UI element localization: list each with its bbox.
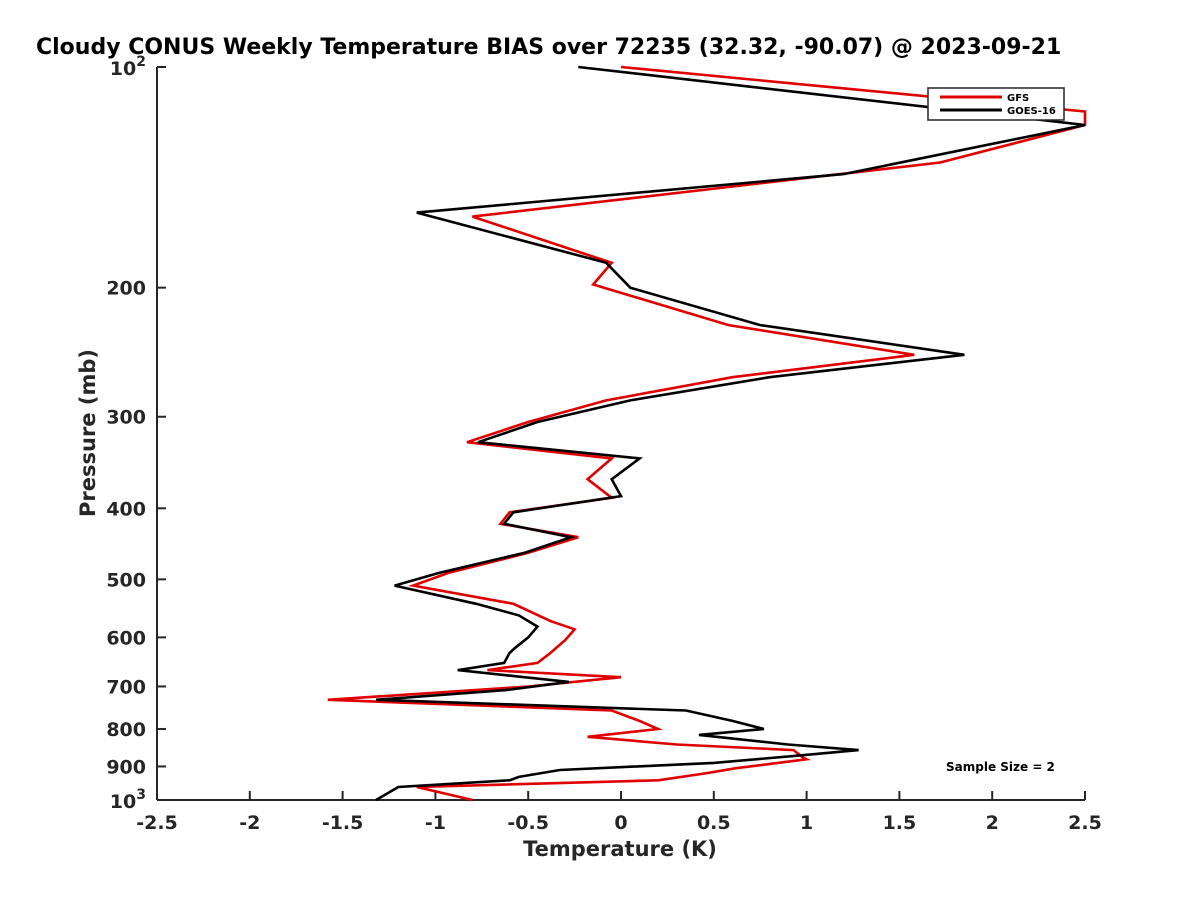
x-tick-label: 1 bbox=[800, 812, 813, 834]
y-tick-label: 300 bbox=[106, 407, 146, 429]
legend-box bbox=[927, 87, 1065, 121]
legend-label-gfs: GFS bbox=[1007, 93, 1029, 104]
series-layer bbox=[327, 65, 1087, 802]
y-tick-label: 400 bbox=[106, 498, 146, 520]
y-tick-label: 800 bbox=[106, 719, 146, 741]
sample-size-annotation: Sample Size = 2 bbox=[946, 760, 1055, 774]
x-tick-label: 0 bbox=[614, 812, 627, 834]
x-tick-label: -1 bbox=[425, 812, 446, 834]
y-tick-label: 700 bbox=[106, 676, 146, 698]
y-axis-label: Pressure (mb) bbox=[76, 349, 100, 517]
legend: GFS GOES-16 bbox=[927, 87, 1065, 121]
y-tick-label-power: 103 bbox=[110, 787, 146, 813]
x-tick-label: 1.5 bbox=[883, 812, 917, 834]
x-tick-label: -1.5 bbox=[322, 812, 364, 834]
series-line-goes16 bbox=[375, 65, 1086, 802]
axes: -2.5 -2 -1.5 -1 -0.5 0 0.5 1 1.5 2 2.5 102 200 300 400… bbox=[106, 54, 1102, 834]
y-tick-label: 900 bbox=[106, 756, 146, 778]
y-tick-label: 200 bbox=[106, 278, 146, 300]
x-tick-label: 2 bbox=[986, 812, 999, 834]
x-tick-label: -2.5 bbox=[136, 812, 178, 834]
x-tick-label: 0.5 bbox=[697, 812, 731, 834]
x-tick-label: -2 bbox=[239, 812, 260, 834]
x-tick-label: -0.5 bbox=[507, 812, 549, 834]
chart-title: Cloudy CONUS Weekly Temperature BIAS ove… bbox=[36, 35, 1061, 60]
y-tick-label: 500 bbox=[106, 569, 146, 591]
y-tick-label-power: 102 bbox=[110, 54, 146, 80]
x-tick-label: 2.5 bbox=[1068, 812, 1102, 834]
series-line-gfs bbox=[327, 65, 1087, 802]
legend-label-goes16: GOES-16 bbox=[1007, 106, 1056, 117]
x-axis-label: Temperature (K) bbox=[523, 837, 717, 861]
y-tick-label: 600 bbox=[106, 627, 146, 649]
